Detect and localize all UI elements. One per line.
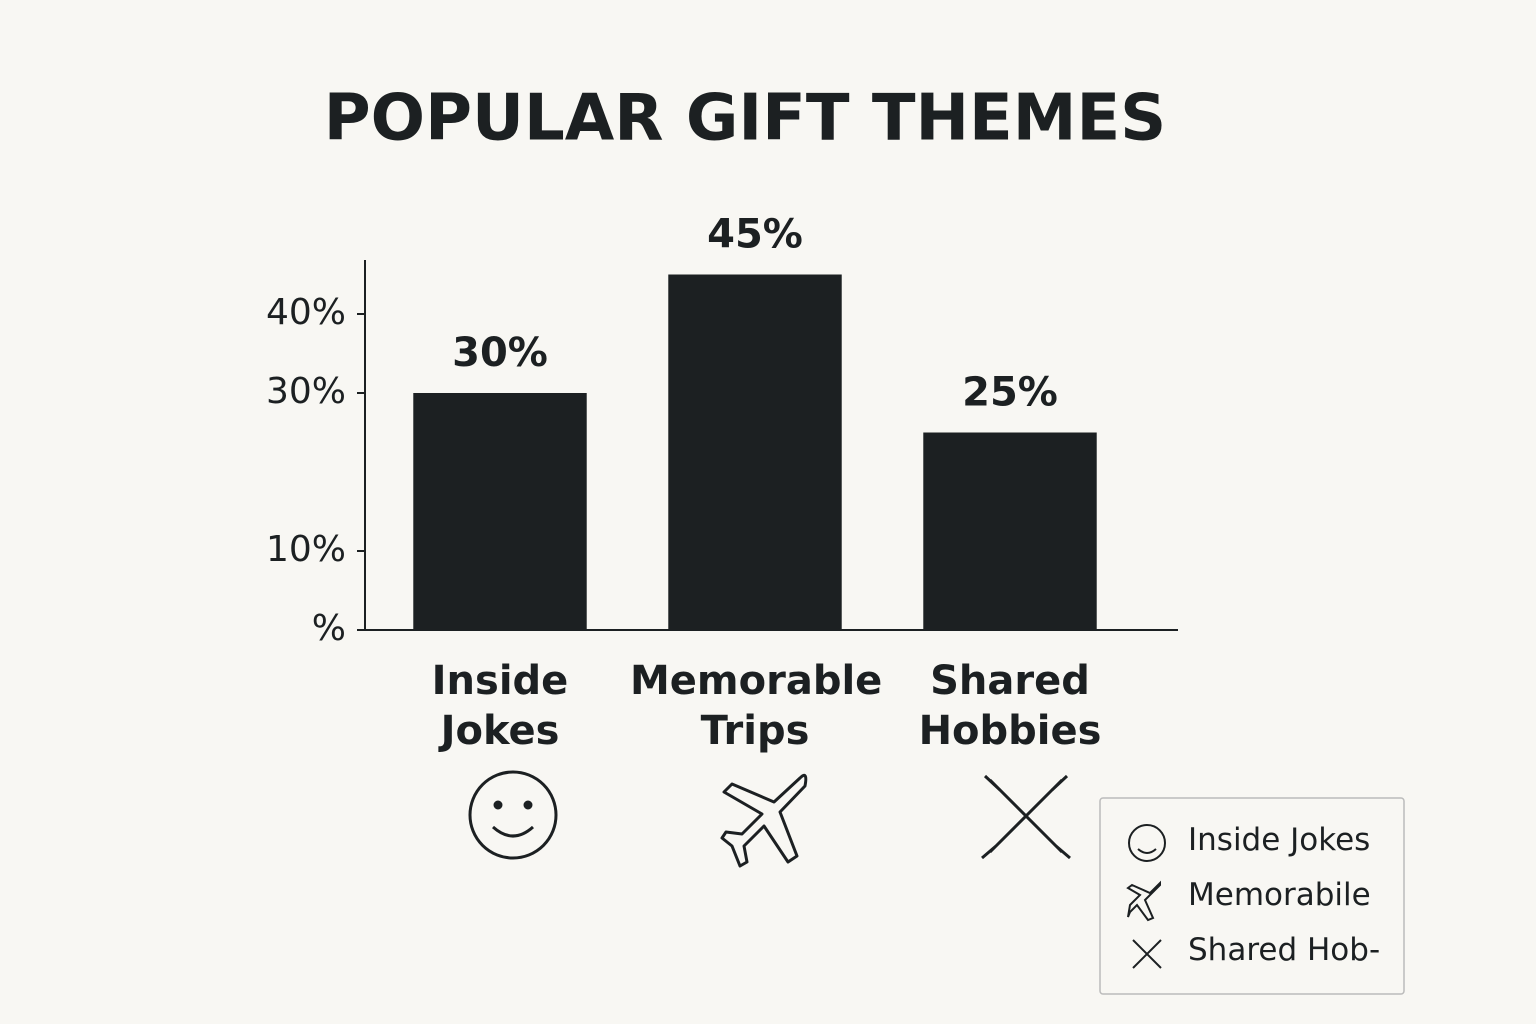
legend-label: Inside Jokes [1188,822,1371,858]
value-label: 45% [707,212,803,258]
eye [523,800,533,810]
legend-label: Memorabile [1188,877,1371,913]
x-tick-label: Inside Jokes [431,658,569,754]
oars-icon [981,774,1071,860]
smiley-icon [468,770,558,860]
bar [923,432,1097,630]
y-tick-label: 10% [266,529,346,570]
x-tick-label: Shared Hobbies [918,658,1102,754]
eye [493,800,503,810]
x-tick-label: Memorable Trips [630,658,883,754]
plane-icon [720,773,808,868]
legend-label: Shared Hob- [1188,932,1381,968]
y-tick-label: 40% [266,292,346,333]
legend-smile [1137,848,1157,854]
icons [468,770,1405,995]
legend-oars [1132,939,1162,969]
bar [413,393,587,630]
value-label: 30% [452,330,548,376]
bar [668,274,842,630]
y-tick-label: 30% [266,371,346,412]
legend-box [1099,797,1405,995]
smile [491,825,535,838]
legend-smiley [1128,824,1166,862]
value-label: 25% [962,370,1058,416]
legend-plane [1126,880,1161,922]
y-tick-label: % [312,608,346,649]
chart-title: POPULAR GIFT THEMES [324,82,1167,156]
